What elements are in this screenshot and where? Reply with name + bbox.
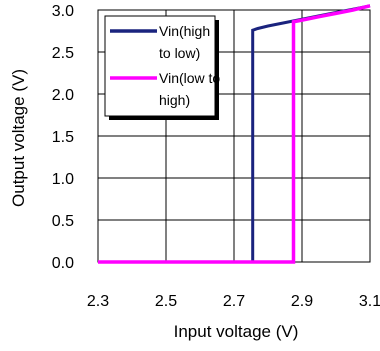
y-tick-label: 0.5 xyxy=(52,213,74,230)
x-axis-title: Input voltage (V) xyxy=(174,322,299,341)
series-line-2 xyxy=(98,4,371,264)
y-tick-label: 1.5 xyxy=(52,129,74,146)
legend-label: Vin(low to xyxy=(159,70,220,86)
y-tick-label: 0.0 xyxy=(52,255,74,272)
y-tick-label: 2.5 xyxy=(52,45,74,62)
y-tick-label: 2.0 xyxy=(52,87,74,104)
legend-label: high) xyxy=(159,92,190,108)
x-tick-label: 3.1 xyxy=(359,293,380,310)
legend-label: Vin(high xyxy=(159,23,210,39)
y-tick-label: 3.0 xyxy=(52,3,74,20)
series-layer xyxy=(98,4,371,264)
x-tick-label: 2.9 xyxy=(291,293,313,310)
x-tick-label: 2.7 xyxy=(223,293,245,310)
tick-labels: 0.0 0.5 1.0 1.5 2.0 2.5 3.0 2.3 2.5 2.7 2.9 3.1 xyxy=(52,3,380,310)
y-tick-label: 1.0 xyxy=(52,171,74,188)
legend: Vin(high to low) Vin(low to high) xyxy=(104,15,220,120)
x-tick-label: 2.5 xyxy=(155,293,177,310)
x-tick-label: 2.3 xyxy=(87,293,109,310)
legend-label: to low) xyxy=(159,45,200,61)
y-axis-title: Output voltage (V) xyxy=(9,69,28,207)
